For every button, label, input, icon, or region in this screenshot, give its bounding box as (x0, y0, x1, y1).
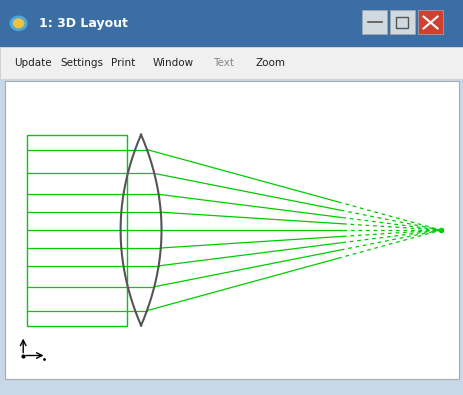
FancyBboxPatch shape (5, 81, 458, 379)
Bar (395, 17, 407, 28)
Text: Update: Update (14, 58, 51, 68)
Text: Zoom: Zoom (255, 58, 285, 68)
Text: Settings: Settings (60, 58, 103, 68)
Text: Print: Print (111, 58, 135, 68)
FancyBboxPatch shape (417, 10, 442, 34)
FancyBboxPatch shape (389, 10, 414, 34)
Circle shape (10, 16, 27, 30)
Circle shape (13, 19, 24, 28)
Bar (27, 135, 127, 325)
FancyBboxPatch shape (0, 47, 463, 79)
Text: Window: Window (153, 58, 194, 68)
FancyBboxPatch shape (0, 0, 463, 47)
FancyBboxPatch shape (361, 10, 387, 34)
Text: Text: Text (213, 58, 234, 68)
Text: 1: 3D Layout: 1: 3D Layout (39, 17, 128, 30)
